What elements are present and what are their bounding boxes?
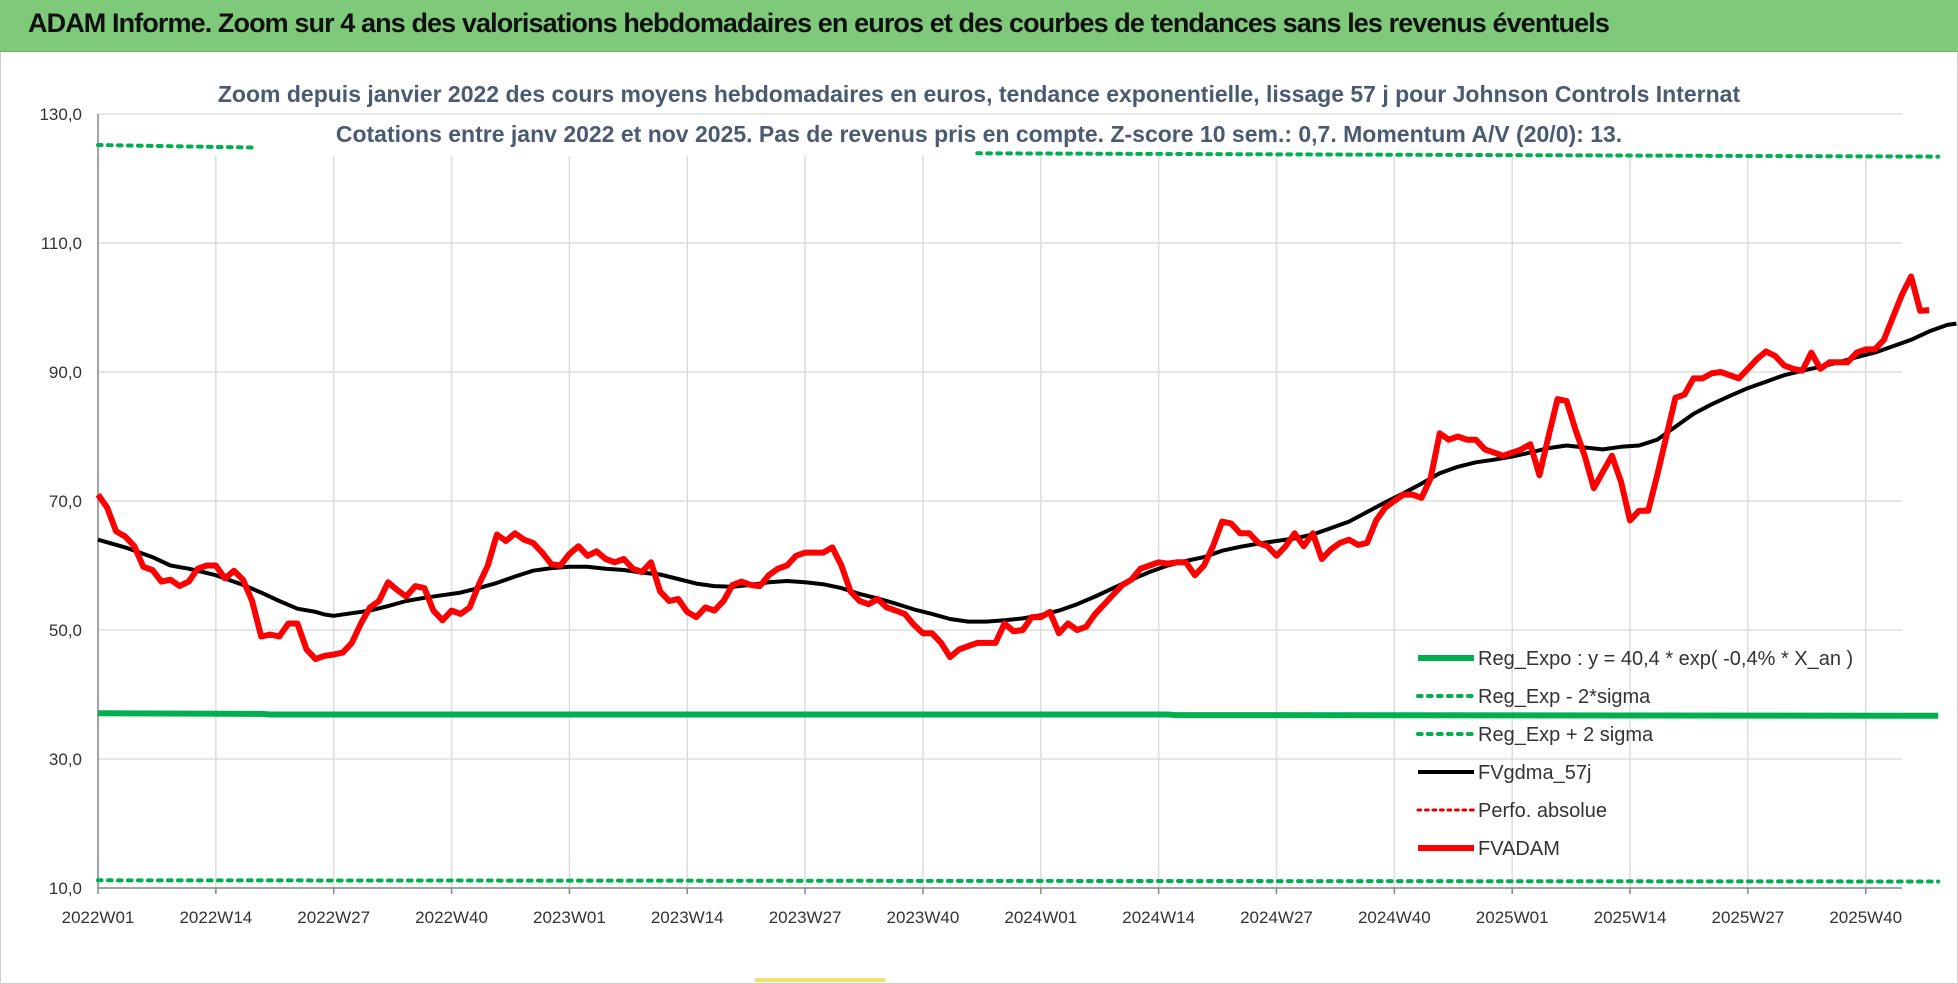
y-tick-label: 10,0 bbox=[49, 879, 82, 898]
x-tick-label: 2025W40 bbox=[1829, 908, 1902, 927]
legend: Reg_Expo : y = 40,4 * exp( -0,4% * X_an … bbox=[1416, 648, 1853, 860]
x-tick-label: 2024W01 bbox=[1004, 908, 1077, 927]
y-tick-label: 130,0 bbox=[39, 105, 82, 124]
bottom-marker bbox=[755, 978, 885, 982]
subtitle-line-2: Cotations entre janv 2022 et nov 2025. P… bbox=[336, 121, 1622, 147]
legend-label-perfo-absolue: Perfo. absolue bbox=[1478, 800, 1607, 822]
series-line-reg-exp-2-sigma bbox=[96, 143, 255, 150]
series-line-reg-exp-2-sigma bbox=[96, 878, 1941, 884]
chart-subtitle: Zoom depuis janvier 2022 des cours moyen… bbox=[218, 81, 1741, 147]
x-tick-label: 2023W27 bbox=[769, 908, 842, 927]
x-tick-label: 2025W14 bbox=[1594, 908, 1667, 927]
y-tick-label: 50,0 bbox=[49, 621, 82, 640]
subtitle-line-1: Zoom depuis janvier 2022 des cours moyen… bbox=[218, 81, 1741, 107]
x-tick-label: 2022W40 bbox=[415, 908, 488, 927]
x-tick-label: 2024W40 bbox=[1358, 908, 1431, 927]
legend-label-fvadam: FVADAM bbox=[1478, 838, 1560, 860]
x-tick-label: 2024W14 bbox=[1122, 908, 1195, 927]
x-tick-label: 2023W14 bbox=[651, 908, 724, 927]
y-tick-label: 30,0 bbox=[49, 750, 82, 769]
x-tick-label: 2022W27 bbox=[297, 908, 370, 927]
series-line-fvadam bbox=[95, 273, 1930, 662]
x-tick-label: 2023W01 bbox=[533, 908, 606, 927]
series-line-reg-exp-2-sigma bbox=[975, 151, 1941, 159]
grid-lines bbox=[97, 113, 1902, 889]
legend-label-reg-exp-2-sigma: Reg_Exp + 2 sigma bbox=[1478, 724, 1654, 746]
x-tick-label: 2025W01 bbox=[1476, 908, 1549, 927]
y-tick-label: 70,0 bbox=[49, 492, 82, 511]
legend-label-reg-expo-y-40-4-exp-0-4-x-an: Reg_Expo : y = 40,4 * exp( -0,4% * X_an … bbox=[1478, 648, 1853, 670]
x-tick-label: 2025W27 bbox=[1711, 908, 1784, 927]
x-tick-label: 2024W27 bbox=[1240, 908, 1313, 927]
title-banner: ADAM Informe. Zoom sur 4 ans des valoris… bbox=[0, 0, 1958, 52]
y-tick-label: 90,0 bbox=[49, 363, 82, 382]
series-line-fvgdma-57j bbox=[97, 321, 1957, 624]
axes: 10,0 30,0 50,0 70,0 90,0 110,0 130,0 2022W01 202… bbox=[39, 105, 1902, 927]
x-tick-label: 2022W01 bbox=[62, 908, 135, 927]
legend-label-reg-exp-2-sigma: Reg_Exp - 2*sigma bbox=[1478, 686, 1651, 708]
banner-title: ADAM Informe. Zoom sur 4 ans des valoris… bbox=[28, 8, 1610, 38]
x-tick-label: 2022W14 bbox=[179, 908, 252, 927]
series-line-reg-expo-y-40-4-exp-0-4-x-an bbox=[97, 710, 1939, 719]
y-tick-label: 110,0 bbox=[41, 234, 82, 253]
x-tick-label: 2023W40 bbox=[887, 908, 960, 927]
legend-label-fvgdma-57j: FVgdma_57j bbox=[1478, 762, 1591, 784]
series-lines bbox=[95, 143, 1957, 884]
